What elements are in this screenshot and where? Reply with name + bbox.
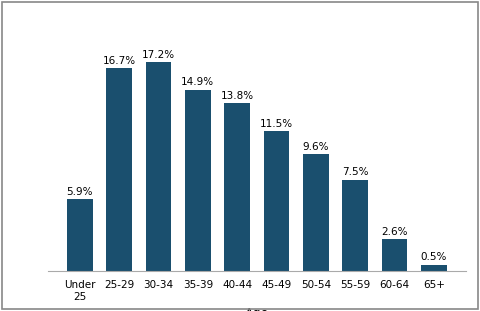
Bar	[185, 90, 211, 271]
Bar	[303, 154, 329, 271]
Text: 2.6%: 2.6%	[381, 227, 408, 237]
X-axis label: Age: Age	[245, 308, 269, 311]
Text: 9.6%: 9.6%	[302, 142, 329, 152]
Bar	[224, 103, 250, 271]
Bar	[342, 179, 368, 271]
Text: 13.8%: 13.8%	[221, 91, 254, 101]
Text: 14.9%: 14.9%	[181, 77, 215, 87]
Bar	[264, 131, 289, 271]
Text: 17.2%: 17.2%	[142, 49, 175, 59]
Bar	[145, 62, 171, 271]
Text: 5.9%: 5.9%	[67, 187, 93, 197]
Bar	[382, 239, 407, 271]
Text: 16.7%: 16.7%	[103, 56, 136, 66]
Bar	[107, 68, 132, 271]
Bar	[421, 264, 446, 271]
Text: 0.5%: 0.5%	[420, 252, 447, 262]
Bar	[67, 199, 93, 271]
Text: 7.5%: 7.5%	[342, 167, 369, 177]
Text: 11.5%: 11.5%	[260, 119, 293, 129]
